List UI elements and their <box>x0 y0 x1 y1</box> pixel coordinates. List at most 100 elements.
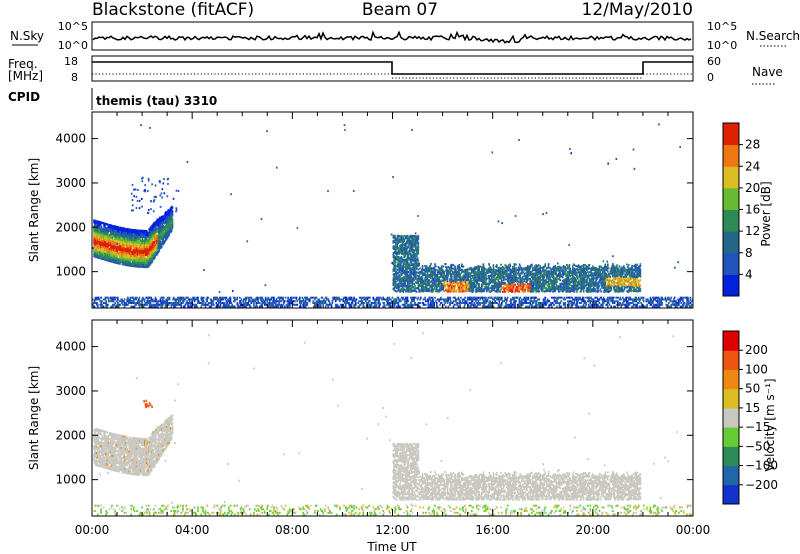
range-gate-cell <box>126 228 129 231</box>
range-gate-cell <box>528 288 531 291</box>
range-gate-cell <box>566 277 569 280</box>
range-gate-cell <box>123 249 125 252</box>
range-gate-cell <box>516 278 518 281</box>
range-gate-cell <box>400 277 403 280</box>
range-gate-cell <box>528 284 531 287</box>
range-gate-cell <box>126 260 129 263</box>
range-gate-cell <box>405 260 408 263</box>
range-gate-cell <box>114 257 116 260</box>
range-gate-cell <box>392 254 395 257</box>
range-gate-cell <box>409 242 411 245</box>
range-gate-cell <box>140 249 143 252</box>
range-gate-cell <box>415 255 418 258</box>
range-gate-cell <box>488 267 491 270</box>
range-gate-cell <box>129 244 131 247</box>
range-gate-cell <box>154 234 156 237</box>
range-gate-cell <box>156 302 158 305</box>
range-gate-cell <box>104 222 106 225</box>
range-gate-cell <box>536 273 539 276</box>
range-gate-cell <box>413 266 415 269</box>
range-gate-cell <box>151 228 154 231</box>
range-gate-cell <box>597 270 600 273</box>
range-gate-cell <box>109 228 112 231</box>
range-gate-cell <box>118 242 120 245</box>
range-gate-cell <box>556 281 558 284</box>
range-gate-cell <box>136 255 139 258</box>
range-gate-cell <box>402 283 405 286</box>
range-gate-cell <box>136 229 139 232</box>
range-gate-cell <box>150 228 152 231</box>
range-gate-cell <box>585 279 587 282</box>
range-gate-cell <box>409 290 411 293</box>
range-gate-cell <box>501 276 503 279</box>
range-gate-cell <box>501 267 504 270</box>
range-gate-cell <box>168 223 171 226</box>
range-gate-cell <box>167 215 170 218</box>
range-gate-cell <box>403 250 405 253</box>
range-gate-cell <box>503 288 506 291</box>
range-gate-cell <box>517 284 520 287</box>
range-gate-cell <box>454 274 456 277</box>
range-gate-cell <box>122 255 125 258</box>
range-gate-cell <box>580 279 582 282</box>
range-gate-cell <box>586 290 589 293</box>
range-gate-cell <box>443 276 446 279</box>
range-gate-cell <box>542 273 545 276</box>
range-gate-cell <box>455 289 457 292</box>
range-gate-cell <box>117 302 119 305</box>
range-gate-cell <box>540 275 542 278</box>
range-gate-cell <box>440 273 442 276</box>
range-gate-cell <box>161 188 164 191</box>
range-gate-cell <box>398 258 400 261</box>
range-gate-cell <box>393 269 395 272</box>
range-gate-cell <box>123 251 125 254</box>
range-gate-cell <box>624 286 627 289</box>
range-gate-cell <box>613 271 616 274</box>
date-title: 12/May/2010 <box>582 0 694 20</box>
range-gate-cell <box>444 275 446 278</box>
range-gate-cell <box>586 276 589 279</box>
range-gate-cell <box>140 261 142 264</box>
range-gate-cell <box>103 226 105 229</box>
range-gate-cell <box>118 300 121 303</box>
range-gate-cell <box>393 248 395 251</box>
range-gate-cell <box>152 300 154 303</box>
range-gate-cell <box>410 244 413 247</box>
range-gate-cell <box>100 255 103 258</box>
range-gate-cell <box>607 279 609 282</box>
range-gate-cell <box>150 233 153 236</box>
range-gate-cell <box>511 269 514 272</box>
range-gate-cell <box>525 286 527 289</box>
range-gate-cell <box>566 281 569 284</box>
range-gate-cell <box>585 284 587 287</box>
range-gate-cell <box>541 266 543 269</box>
range-gate-cell <box>415 251 418 254</box>
range-gate-cell <box>631 284 633 287</box>
range-gate-cell <box>617 278 620 281</box>
range-gate-cell <box>97 298 99 301</box>
range-gate-cell <box>162 303 164 306</box>
range-gate-cell <box>133 245 135 248</box>
range-gate-cell <box>136 231 139 234</box>
range-gate-cell <box>125 235 128 239</box>
range-gate-cell <box>627 278 629 281</box>
range-gate-cell <box>430 287 433 290</box>
range-gate-cell <box>98 232 100 236</box>
range-gate-cell <box>501 283 503 286</box>
range-gate-cell <box>407 267 410 270</box>
range-gate-cell <box>131 183 134 186</box>
range-gate-cell <box>431 274 434 277</box>
range-gate-cell <box>541 279 543 282</box>
range-gate-cell <box>123 233 125 236</box>
range-gate-cell <box>166 220 169 223</box>
range-gate-cell <box>599 274 602 277</box>
range-gate-cell <box>498 270 501 273</box>
range-gate-cell <box>406 240 409 243</box>
range-gate-cell <box>161 226 164 229</box>
range-gate-cell <box>99 300 102 303</box>
range-gate-cell <box>145 229 148 233</box>
range-gate-cell <box>519 279 522 282</box>
range-gate-cell <box>433 279 436 282</box>
range-gate-cell <box>508 286 511 289</box>
range-gate-cell <box>425 275 428 278</box>
